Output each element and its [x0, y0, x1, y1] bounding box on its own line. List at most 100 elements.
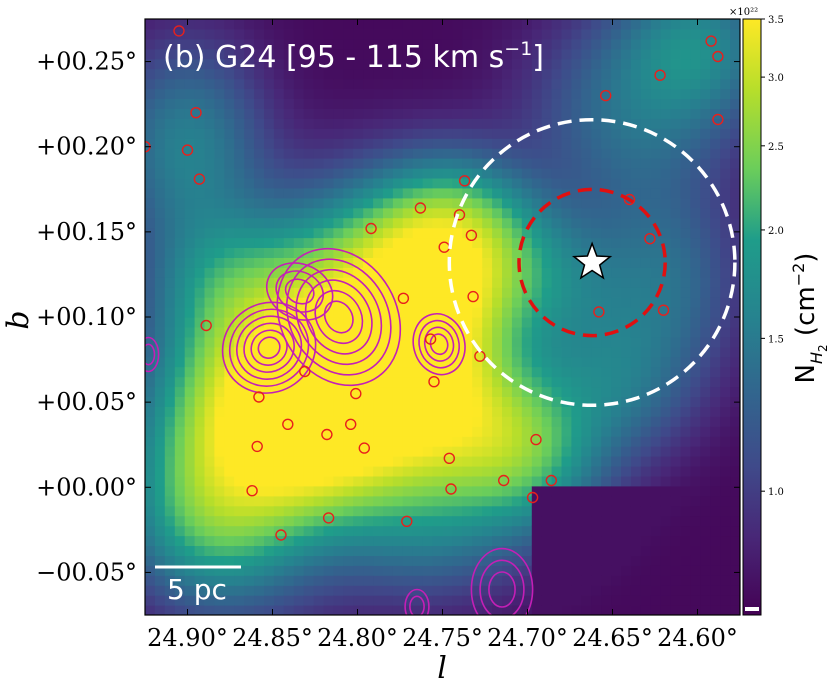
heatmap-cell [303, 396, 315, 407]
contour-line [412, 313, 466, 376]
heatmap-cell [184, 108, 196, 119]
heatmap-cell [264, 28, 275, 40]
heatmap-cell [601, 525, 612, 537]
heatmap-cell [670, 48, 682, 60]
heatmap-cell [224, 148, 235, 159]
heatmap-cell [402, 98, 414, 109]
heatmap-cell [313, 58, 325, 70]
heatmap-cell [412, 346, 424, 358]
heatmap-cell [145, 575, 156, 586]
heatmap-cell [392, 207, 404, 219]
heatmap-cell [531, 19, 543, 30]
heatmap-cell [392, 257, 404, 268]
heatmap-cell [492, 158, 503, 169]
heatmap-cell [154, 515, 166, 527]
heatmap-cell [660, 436, 672, 447]
heatmap-cell [353, 48, 364, 60]
heatmap-cell [154, 535, 166, 546]
heatmap-cell [293, 575, 305, 586]
heatmap-cell [690, 426, 701, 437]
heatmap-cell [621, 386, 632, 397]
heatmap-cell [660, 48, 672, 60]
heatmap-cell [591, 237, 602, 248]
heatmap-cell [442, 128, 453, 139]
heatmap-cell [442, 317, 453, 328]
heatmap-cell [561, 505, 572, 517]
heatmap-cell [541, 386, 553, 397]
heatmap-cell [611, 605, 622, 615]
heatmap-cell [621, 605, 632, 615]
heatmap-cell [571, 48, 582, 60]
heatmap-cell [373, 317, 384, 328]
heatmap-cell [700, 128, 711, 139]
heatmap-cell [214, 317, 225, 328]
heatmap-cell [482, 545, 493, 556]
heatmap-cell [373, 505, 384, 517]
heatmap-cell [373, 307, 384, 318]
heatmap-cell [204, 237, 215, 248]
heatmap-cell [194, 297, 206, 308]
heatmap-cell [452, 446, 463, 457]
heatmap-cell [581, 207, 592, 219]
heatmap-cell [432, 575, 444, 586]
heatmap-cell [680, 545, 691, 556]
heatmap-cell [264, 525, 275, 537]
source-marker [193, 173, 206, 185]
heatmap-cell [690, 346, 701, 358]
heatmap-cell [244, 28, 255, 40]
heatmap-cell [353, 475, 364, 487]
heatmap-cell [521, 406, 533, 417]
heatmap-cell [422, 78, 434, 90]
heatmap-cell [343, 187, 354, 199]
heatmap-cell [670, 158, 682, 169]
heatmap-cell [402, 585, 414, 596]
heatmap-cell [343, 565, 354, 576]
heatmap-cell [521, 317, 533, 328]
heatmap-cell [402, 426, 414, 437]
heatmap-cell [452, 396, 463, 407]
heatmap-cell [690, 19, 701, 30]
heatmap-cell [591, 287, 602, 298]
heatmap-cell [690, 158, 701, 169]
heatmap-cell [511, 177, 523, 189]
heatmap-cell [313, 396, 325, 407]
heatmap-cell [412, 287, 424, 298]
heatmap-cell [521, 227, 533, 239]
heatmap-cell [521, 267, 533, 278]
heatmap-cell [710, 277, 721, 288]
heatmap-cell [700, 525, 711, 537]
heatmap-cell [690, 386, 701, 397]
heatmap-cell [551, 466, 563, 477]
heatmap-cell [194, 197, 206, 209]
heatmap-cell [392, 346, 404, 358]
heatmap-cell [432, 336, 444, 348]
heatmap-cell [154, 168, 166, 179]
heatmap-cell [730, 535, 740, 546]
heatmap-cell [323, 535, 334, 546]
heatmap-cell [234, 346, 245, 358]
heatmap-cell [452, 495, 463, 507]
heatmap-cell [194, 485, 206, 497]
heatmap-cell [442, 148, 453, 159]
heatmap-cell [154, 575, 166, 586]
heatmap-cell [204, 376, 215, 388]
heatmap-cell [432, 307, 444, 318]
heatmap-cell [611, 128, 622, 139]
heatmap-cell [511, 78, 523, 90]
heatmap-cell [283, 505, 295, 517]
heatmap-cell [254, 585, 265, 596]
heatmap-cell [680, 98, 691, 109]
heatmap-cell [244, 575, 255, 586]
heatmap-cell [640, 158, 652, 169]
heatmap-cell [224, 605, 235, 615]
heatmap-cell [392, 118, 404, 129]
heatmap-cell [670, 396, 682, 407]
heatmap-cell [660, 326, 672, 338]
heatmap-cell [363, 297, 374, 308]
heatmap-cell [630, 307, 642, 318]
heatmap-cell [204, 78, 215, 90]
heatmap-cell [145, 406, 156, 417]
heatmap-cell [660, 317, 672, 328]
heatmap-cell [551, 277, 563, 288]
heatmap-cell [174, 138, 186, 149]
